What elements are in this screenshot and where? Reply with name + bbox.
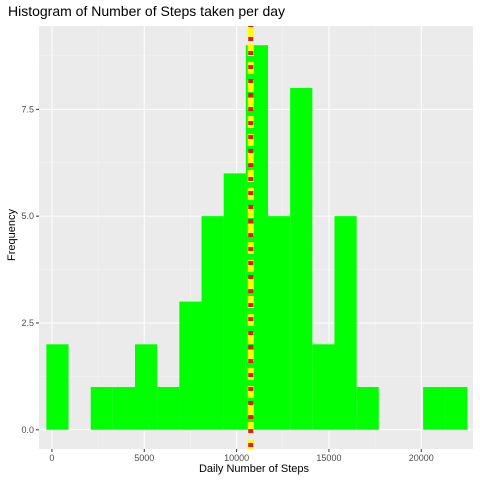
x-axis-ticks: 0 5000 10000 15000 20000 <box>49 449 434 463</box>
histogram-bar <box>223 173 246 430</box>
x-tick-label: 20000 <box>409 453 434 463</box>
x-axis-title: Daily Number of Steps <box>199 463 310 475</box>
x-tick-label: 10000 <box>224 453 249 463</box>
histogram-bar <box>135 344 158 430</box>
bars-group <box>46 45 468 430</box>
histogram-bar <box>46 344 69 430</box>
histogram-bar <box>201 216 224 430</box>
histogram-bar <box>312 344 335 430</box>
y-axis-title: Frequency <box>6 209 18 261</box>
y-tick-label: 7.5 <box>21 104 34 114</box>
histogram-bar <box>356 387 379 430</box>
histogram-bar <box>290 87 313 430</box>
histogram-bar <box>423 387 446 430</box>
histogram-bar <box>112 387 136 430</box>
x-tick-label: 5000 <box>134 453 154 463</box>
x-tick-label: 15000 <box>316 453 341 463</box>
histogram-bar <box>179 301 202 430</box>
y-tick-label: 5.0 <box>21 211 34 221</box>
y-tick-label: 2.5 <box>21 318 34 328</box>
y-tick-label: 0.0 <box>21 425 34 435</box>
histogram-bar <box>445 387 468 430</box>
histogram-bar <box>157 387 180 430</box>
histogram-bar <box>268 216 291 430</box>
histogram-bar <box>90 387 113 430</box>
y-axis-ticks: 0.0 2.5 5.0 7.5 <box>21 104 39 435</box>
chart-title: Histogram of Number of Steps taken per d… <box>8 3 285 19</box>
x-tick-label: 0 <box>49 453 54 463</box>
histogram-bar <box>334 216 357 430</box>
